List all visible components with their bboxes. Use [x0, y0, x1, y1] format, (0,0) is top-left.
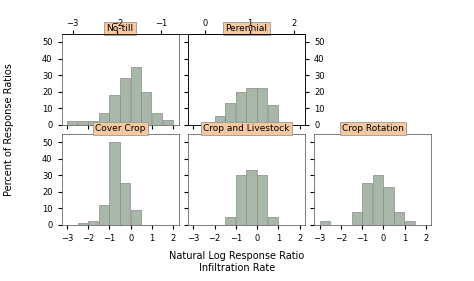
- Bar: [246, 170, 256, 225]
- Title: Perennial: Perennial: [226, 24, 267, 33]
- Bar: [131, 210, 141, 225]
- Title: Cover Crop: Cover Crop: [95, 124, 146, 133]
- Bar: [109, 142, 119, 225]
- Bar: [362, 183, 372, 225]
- Bar: [141, 92, 152, 125]
- Bar: [78, 121, 88, 125]
- Bar: [215, 116, 225, 125]
- Bar: [99, 205, 109, 225]
- Bar: [152, 113, 162, 125]
- Bar: [78, 223, 88, 225]
- Title: Crop and Livestock: Crop and Livestock: [203, 124, 290, 133]
- Title: No-till: No-till: [107, 24, 134, 33]
- Bar: [257, 175, 267, 225]
- Bar: [163, 120, 173, 125]
- Bar: [373, 175, 383, 225]
- Bar: [394, 212, 404, 225]
- Bar: [268, 105, 278, 125]
- Bar: [88, 221, 98, 225]
- Bar: [131, 67, 141, 125]
- Bar: [257, 88, 267, 125]
- Bar: [67, 121, 77, 125]
- Bar: [99, 113, 109, 125]
- Text: Percent of Response Ratios: Percent of Response Ratios: [4, 63, 15, 196]
- Text: Natural Log Response Ratio
Infiltration Rate: Natural Log Response Ratio Infiltration …: [169, 251, 305, 273]
- Bar: [120, 78, 130, 125]
- Bar: [246, 88, 256, 125]
- Bar: [405, 221, 415, 225]
- Bar: [268, 217, 278, 225]
- Bar: [236, 92, 246, 125]
- Bar: [319, 221, 330, 225]
- Bar: [225, 217, 235, 225]
- Bar: [109, 95, 119, 125]
- Bar: [225, 103, 235, 125]
- Bar: [383, 187, 393, 225]
- Title: Crop Rotation: Crop Rotation: [342, 124, 404, 133]
- Bar: [88, 121, 98, 125]
- Bar: [236, 175, 246, 225]
- Bar: [120, 183, 130, 225]
- Bar: [352, 212, 362, 225]
